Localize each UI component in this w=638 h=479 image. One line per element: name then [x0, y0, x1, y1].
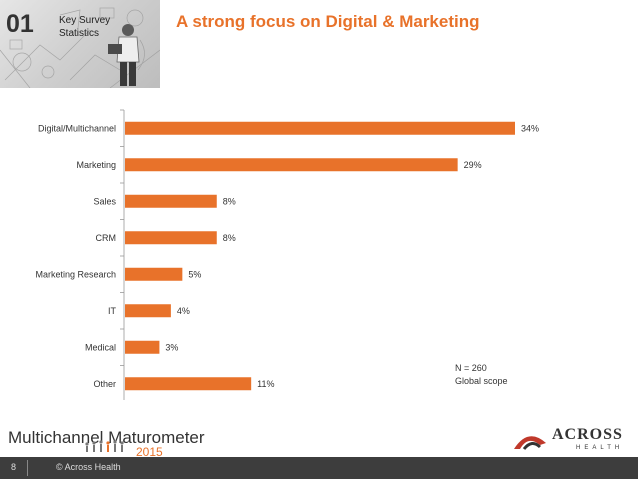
data-label: 4%: [177, 306, 190, 316]
brand-year: 2015: [136, 445, 163, 459]
bar: [125, 121, 515, 135]
bar: [125, 231, 217, 245]
category-label: Marketing: [76, 160, 116, 170]
section-label: Key Survey Statistics: [59, 15, 111, 39]
logo-name: ACROSS: [552, 426, 623, 443]
data-label: 5%: [188, 269, 201, 279]
bar-chart: Digital/Multichannel 34% Marketing 29% Sales…: [35, 109, 539, 400]
category-label: CRM: [96, 233, 117, 243]
data-label: 29%: [464, 160, 482, 170]
data-label: 8%: [223, 196, 236, 206]
bar: [125, 340, 160, 354]
header-image: 01 Key Survey Statistics: [0, 0, 160, 88]
category-label: Medical: [85, 342, 116, 352]
category-label: Other: [93, 379, 116, 389]
footer-bar: 8 © Across Health: [0, 457, 638, 479]
page-title: A strong focus on Digital & Marketing: [176, 12, 480, 31]
sample-size: N = 260: [455, 363, 487, 373]
section-number: 01: [6, 10, 34, 38]
bar: [125, 158, 458, 172]
sketch-illustration: [0, 7, 160, 88]
person-figure: [108, 24, 140, 86]
logo-subtitle: HEALTH: [576, 445, 624, 451]
data-label: 3%: [165, 342, 178, 352]
data-label: 8%: [223, 233, 236, 243]
copyright: © Across Health: [56, 462, 121, 472]
category-label: Sales: [93, 196, 116, 206]
category-label: IT: [108, 306, 117, 316]
across-arrow-icon: [514, 436, 546, 450]
scope-label: Global scope: [455, 376, 508, 386]
brand-name: Multichannel Maturometer: [8, 428, 205, 447]
footer-divider: [27, 460, 28, 476]
bar: [125, 304, 171, 318]
data-label: 34%: [521, 123, 539, 133]
bar: [125, 267, 183, 281]
category-label: Marketing Research: [35, 269, 116, 279]
page-number: 8: [11, 462, 17, 472]
sample-note: N = 260 Global scope: [455, 362, 508, 388]
bar: [125, 194, 217, 208]
company-logo: ACROSS HEALTH: [510, 425, 630, 455]
category-label: Digital/Multichannel: [38, 123, 116, 133]
data-label: 11%: [257, 379, 274, 389]
people-icon: [85, 440, 124, 452]
bar: [125, 377, 252, 391]
